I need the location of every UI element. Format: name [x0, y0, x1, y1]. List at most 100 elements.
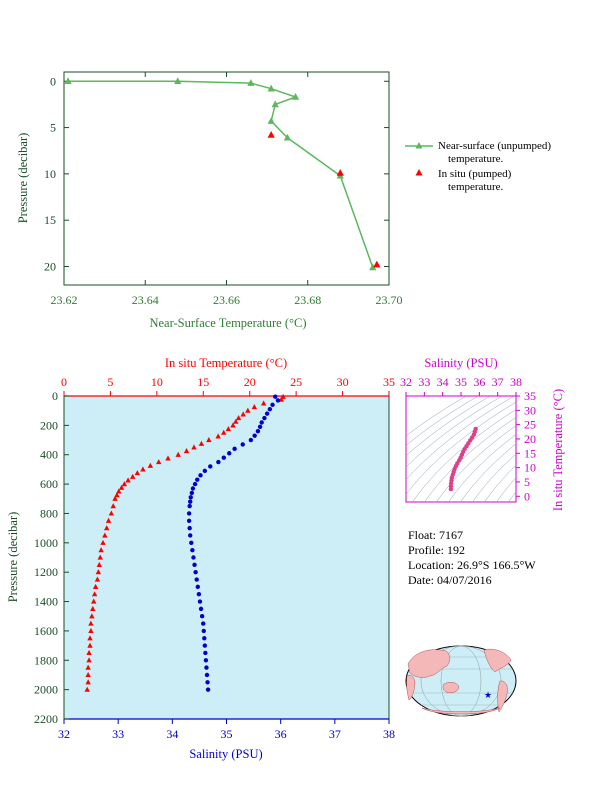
salinity-profile-series: [186, 394, 281, 692]
near-surface-x-axis-label: Near-Surface Temperature (°C): [149, 316, 306, 330]
temperature-point: [112, 495, 118, 501]
salinity-point: [205, 687, 211, 692]
salinity-point: [198, 473, 203, 478]
salinity-point: [191, 555, 196, 560]
ts-x-tick-label: 32: [400, 375, 412, 389]
salinity-point: [203, 658, 209, 663]
x-tick-label: 23.68: [294, 293, 321, 307]
unpumped-point: [247, 79, 255, 86]
salinity-point: [204, 672, 210, 678]
temperature-point: [235, 415, 242, 421]
temperature-point: [88, 620, 94, 626]
salinity-point: [267, 407, 273, 412]
salinity-point: [270, 402, 275, 408]
salinity-tick-label: 37: [329, 727, 341, 741]
y-tick-label: 10: [44, 167, 56, 181]
legend-label-unpumped-2: temperature.: [448, 153, 504, 165]
map-land-south-america: [497, 680, 508, 713]
ts-x-tick-label: 35: [455, 375, 467, 389]
ts-x-tick-label: 36: [473, 375, 485, 389]
salinity-point: [188, 495, 193, 500]
density-contour: [484, 464, 516, 502]
salinity-point: [187, 525, 192, 531]
density-contour: [406, 396, 515, 481]
x-tick-label: 23.70: [376, 293, 403, 307]
temperature-point: [86, 649, 92, 656]
x-tick-label: 23.62: [51, 293, 78, 307]
ts-x-tick-label: 33: [418, 375, 430, 389]
ts-y-tick-label: 5: [524, 475, 530, 489]
x-tick-label: 23.64: [132, 293, 159, 307]
temperature-point: [96, 561, 102, 567]
salinity-point: [257, 424, 263, 430]
salinity-point: [190, 547, 195, 553]
near-surface-series: [64, 77, 381, 271]
temperature-point: [84, 686, 90, 692]
ts-x-ticks: 32 33 34 35 36 37 38: [400, 375, 522, 396]
temperature-point: [97, 554, 103, 560]
unpumped-line: [68, 80, 374, 268]
salinity-point: [189, 540, 194, 546]
temperature-tick-label: 20: [244, 375, 256, 389]
temperature-point: [86, 657, 92, 663]
salinity-tick-label: 33: [112, 727, 124, 741]
temperature-tick-label: 35: [383, 375, 395, 389]
pumped-point: [267, 130, 275, 138]
pressure-tick-label: 1400: [34, 595, 58, 609]
y-tick-label: 15: [44, 213, 56, 227]
temperature-ticks: 0 5 10 15 20 25 30 35: [61, 375, 395, 396]
pressure-tick-label: 0: [52, 389, 58, 403]
ts-y-tick-label: 30: [524, 403, 536, 417]
ts-x-tick-label: 38: [510, 375, 522, 389]
pumped-point: [336, 168, 344, 176]
ts-points: [448, 426, 478, 492]
temperature-point: [130, 473, 136, 479]
unpumped-point: [174, 77, 182, 85]
unpumped-point: [267, 117, 275, 124]
unpumped-point: [271, 100, 279, 108]
salinity-point: [275, 398, 281, 403]
ts-y-axis-label: In situ Temperature (°C): [551, 389, 565, 511]
salinity-point: [203, 650, 208, 656]
pressure-tick-label: 200: [40, 418, 58, 432]
salinity-point: [188, 499, 193, 504]
salinity-point: [202, 643, 208, 648]
temperature-point: [102, 532, 108, 538]
temperature-point: [116, 488, 122, 494]
temperature-tick-label: 30: [337, 375, 349, 389]
salinity-tick-label: 38: [383, 727, 395, 741]
density-contour: [508, 491, 516, 502]
near-surface-legend: Near-surface (unpumped) temperature. In …: [405, 140, 551, 193]
density-contour: [436, 425, 516, 502]
salinity-point: [186, 511, 192, 516]
pressure-axis-label: Pressure (decibar): [6, 512, 20, 603]
salinity-point: [201, 628, 206, 634]
temperature-axis-label: In situ Temperature (°C): [165, 356, 287, 370]
salinity-point: [262, 415, 267, 421]
temperature-point: [95, 569, 102, 575]
salinity-point: [255, 429, 261, 434]
temperature-tick-label: 10: [151, 375, 163, 389]
salinity-point: [198, 606, 204, 612]
density-contour: [496, 477, 516, 502]
profile-chart: 0 5 10 15 20 25 30 35 32 33 34 35 36 37 38 0 200 400 600…: [6, 356, 395, 761]
date-text: Date: 04/07/2016: [408, 573, 492, 587]
ts-y-tick-label: 35: [524, 389, 536, 403]
unpumped-point: [283, 133, 292, 141]
temperature-tick-label: 0: [61, 375, 67, 389]
y-tick-label: 5: [50, 121, 56, 135]
salinity-point: [221, 455, 226, 460]
temperature-point: [121, 481, 128, 487]
temperature-point: [140, 466, 146, 472]
pressure-tick-label: 2000: [34, 683, 58, 697]
salinity-ticks: 32 33 34 35 36 37 38: [58, 719, 395, 741]
pressure-tick-label: 400: [40, 448, 58, 462]
near-surface-y-axis-label: Pressure (decibar): [16, 133, 30, 224]
salinity-point: [205, 680, 210, 685]
temperature-point: [105, 517, 112, 523]
salinity-point: [192, 481, 198, 487]
ts-plot-frame: [405, 395, 517, 503]
salinity-point: [227, 451, 232, 456]
temperature-point: [92, 583, 99, 589]
